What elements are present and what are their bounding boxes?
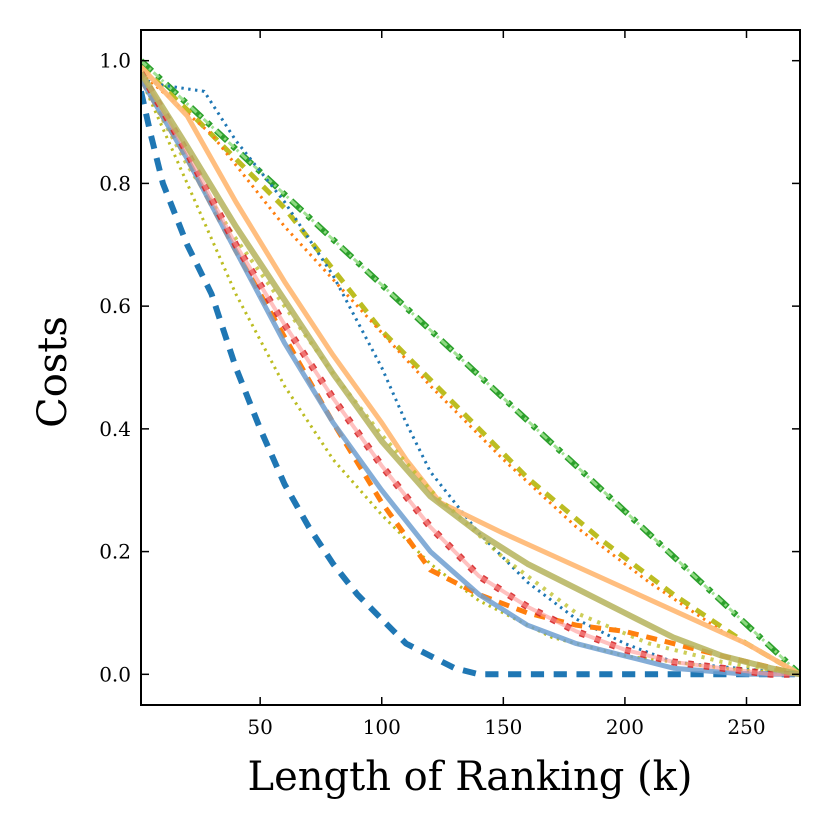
series-line-9 [141,90,800,678]
y-axis: 0.0 0.2 0.4 0.6 0.8 1.0 [99,49,800,686]
y-tick-label: 0.4 [99,417,131,441]
x-tick-label: 250 [727,715,765,739]
series-layer [141,58,800,678]
plot-frame [140,29,801,706]
x-tick-label: 50 [247,715,272,739]
series-line-6 [141,65,800,677]
series-line-14 [141,71,800,678]
series-line-4 [141,77,800,676]
series-line-2 [141,59,800,676]
y-tick-label: 0.8 [99,171,131,195]
y-tick-label: 0.6 [99,294,131,318]
x-axis-title: Length of Ranking (k) [248,754,693,800]
series-line-13 [141,71,800,677]
x-tick-label: 150 [484,715,522,739]
y-tick-label: 1.0 [99,49,131,73]
y-tick-label: 0.0 [99,662,131,686]
x-axis: 50 100 150 200 250 [247,30,766,739]
x-tick-label: 100 [363,715,401,739]
series-line-3 [141,64,800,677]
series-line-5 [141,71,800,676]
series-line-8 [141,78,800,676]
series-line-11 [141,77,800,677]
y-tick-label: 0.2 [99,540,131,564]
y-axis-title: Costs [30,316,76,428]
x-tick-label: 200 [606,715,644,739]
